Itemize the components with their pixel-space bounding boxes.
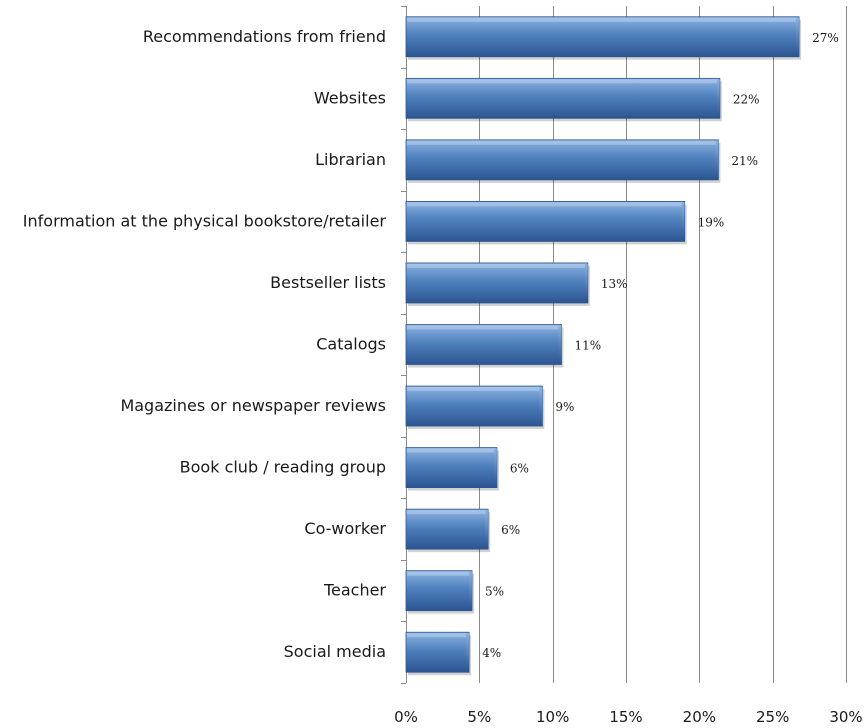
bar-end-cap [681,202,685,241]
data-label: 19% [698,215,725,229]
bar-end-cap [493,448,497,487]
bar [405,16,800,58]
bar-end-cap [485,510,489,549]
bar [405,508,489,550]
labels: 0% 5% 10% 15% 20% 25% 30% Recommendations from … [23,27,863,726]
bar-highlight [407,387,540,392]
bar [405,139,719,181]
x-tick-label: 5% [467,708,491,726]
bar-end-cap [715,140,719,179]
bar-highlight [407,140,716,145]
category-label: Recommendations from friend [143,27,386,46]
bar-highlight [407,79,717,84]
category-label: Magazines or newspaper reviews [120,396,386,415]
bar-highlight [407,202,682,207]
category-label: Teacher [323,581,386,600]
category-label: Catalogs [316,335,386,354]
category-label: Websites [314,88,386,107]
x-tick-label: 10% [536,708,569,726]
bar [405,631,470,673]
bar-highlight [407,448,494,453]
bar-end-cap [558,325,562,364]
x-tick-label: 30% [829,708,862,726]
bar [405,385,543,427]
category-label: Bestseller lists [270,273,386,292]
bar-end-cap [584,263,588,302]
bar-highlight [407,263,585,268]
bar [405,201,686,242]
data-label: 22% [733,92,760,106]
data-label: 9% [555,400,574,414]
gridlines [479,6,847,683]
data-label: 4% [482,646,501,660]
data-label: 21% [731,154,758,168]
x-tick-label: 20% [683,708,716,726]
bars [405,16,802,676]
data-label: 27% [812,31,839,45]
category-label: Social media [284,642,386,661]
x-tick-label: 0% [394,708,418,726]
data-label: 13% [601,277,628,291]
category-label: Information at the physical bookstore/re… [23,211,387,230]
bar [405,447,498,488]
data-label: 5% [485,585,504,599]
bar [405,77,721,119]
bar [405,570,473,612]
bar [405,262,589,304]
category-label: Co-worker [304,519,386,538]
data-label: 6% [510,462,529,476]
data-label: 11% [574,339,601,353]
bar-end-cap [716,79,720,118]
bar-highlight [407,571,469,576]
bar-end-cap [466,633,470,672]
bar [405,324,562,365]
category-label: Book club / reading group [180,458,386,477]
bar-highlight [407,633,467,638]
x-tick-label: 15% [609,708,642,726]
bar-highlight [407,510,486,515]
data-label: 6% [501,523,520,537]
bar-end-cap [539,387,543,426]
bar-highlight [407,325,559,330]
bar-end-cap [796,17,800,56]
bar-highlight [407,17,797,22]
bar-end-cap [469,571,472,610]
category-label: Librarian [315,150,386,169]
x-tick-label: 25% [756,708,789,726]
